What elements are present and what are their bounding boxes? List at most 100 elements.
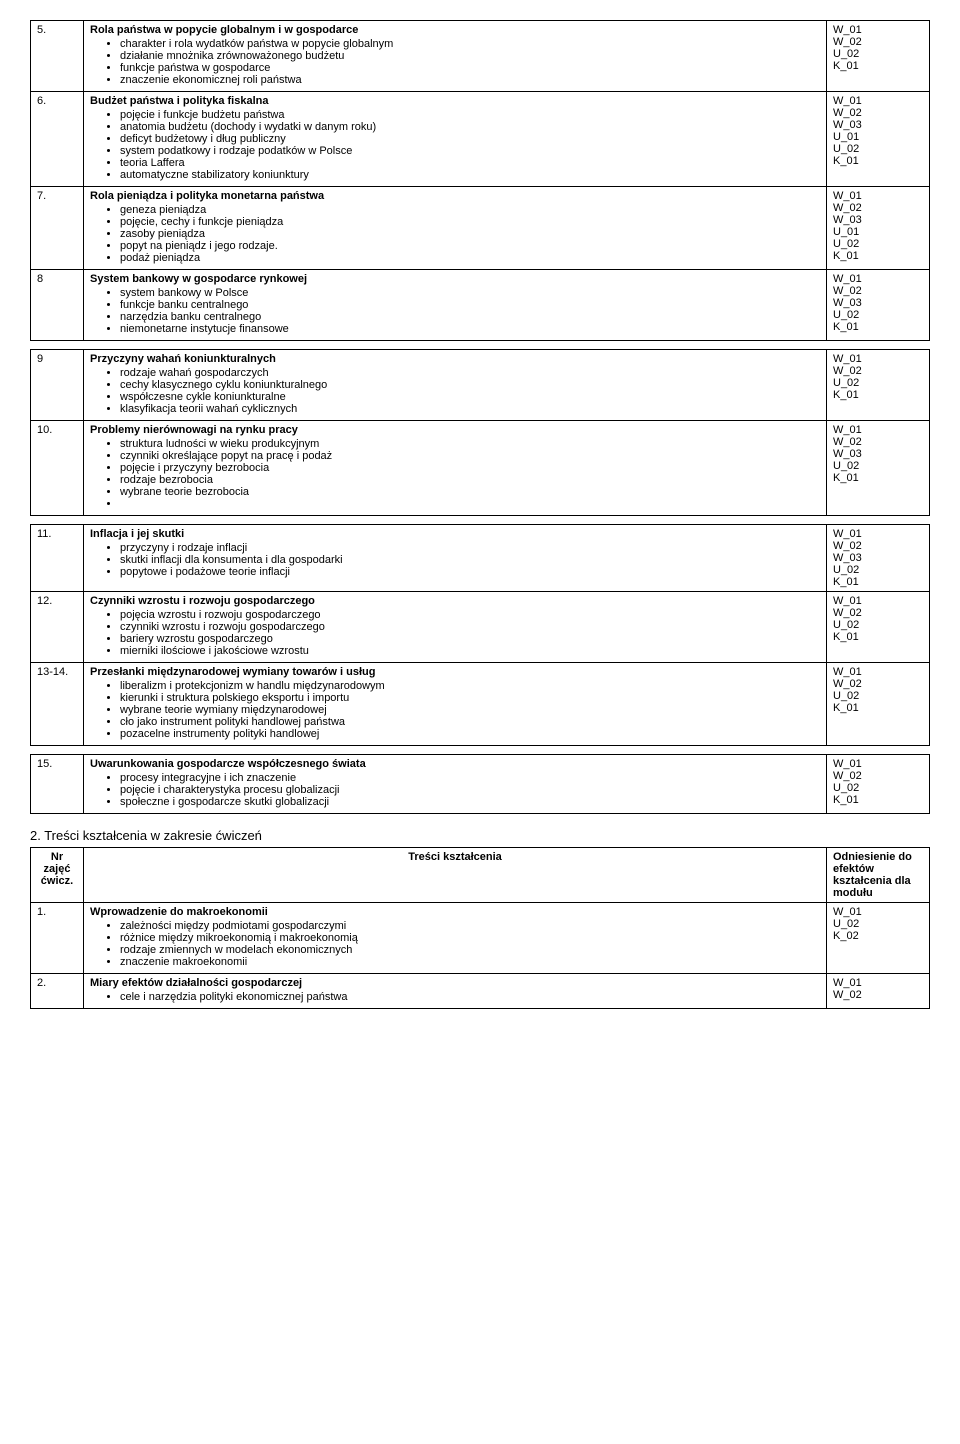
codes-cell: W_01W_02W_03U_01U_02K_01 (827, 187, 930, 270)
code: U_02 (833, 690, 923, 702)
code: W_01 (833, 273, 923, 285)
code: W_02 (833, 285, 923, 297)
codes-cell: W_01W_02U_02K_01 (827, 592, 930, 663)
row-number: 2. (31, 974, 84, 1009)
code: W_03 (833, 552, 923, 564)
code: K_01 (833, 794, 923, 806)
code: W_01 (833, 24, 923, 36)
codes-cell: W_01W_02W_03U_01U_02K_01 (827, 92, 930, 187)
bullet-list: pojęcia wzrostu i rozwoju gospodarczegoc… (120, 609, 820, 657)
row-title: Problemy nierównowagi na rynku pracy (90, 424, 298, 436)
bullet-item: automatyczne stabilizatory koniunktury (120, 169, 820, 181)
bullet-item: struktura ludności w wieku produkcyjnym (120, 438, 820, 450)
row-title: Przesłanki międzynarodowej wymiany towar… (90, 666, 375, 678)
bullet-list: cele i narzędzia polityki ekonomicznej p… (120, 991, 820, 1003)
codes-cell: W_01W_02W_03U_02K_01 (827, 270, 930, 341)
section-2-table-container: Nr zajęć ćwicz.Treści kształceniaOdniesi… (30, 847, 930, 1009)
bullet-item: narzędzia banku centralnego (120, 311, 820, 323)
code: W_02 (833, 607, 923, 619)
code: U_02 (833, 619, 923, 631)
row-number: 7. (31, 187, 84, 270)
bullet-item: popytowe i podażowe teorie inflacji (120, 566, 820, 578)
bullet-item: współczesne cykle koniunkturalne (120, 391, 820, 403)
code: W_01 (833, 666, 923, 678)
bullet-item: procesy integracyjne i ich znaczenie (120, 772, 820, 784)
bullet-item: system bankowy w Polsce (120, 287, 820, 299)
section-2-table: Nr zajęć ćwicz.Treści kształceniaOdniesi… (30, 847, 930, 1009)
code: K_01 (833, 389, 923, 401)
bullet-item: rodzaje bezrobocia (120, 474, 820, 486)
codes-cell: W_01U_02K_02 (827, 903, 930, 974)
code: K_01 (833, 155, 923, 167)
bullet-item: podaż pieniądza (120, 252, 820, 264)
row-title: Uwarunkowania gospodarcze współczesnego … (90, 758, 366, 770)
row-title: Miary efektów działalności gospodarczej (90, 977, 302, 989)
row-number: 13-14. (31, 663, 84, 746)
bullet-item: różnice między mikroekonomią i makroekon… (120, 932, 820, 944)
code: W_02 (833, 107, 923, 119)
main-table-container: 5.Rola państwa w popycie globalnym i w g… (30, 20, 930, 814)
code: W_03 (833, 297, 923, 309)
codes-cell: W_01W_02 (827, 974, 930, 1009)
bullet-item: pojęcie i charakterystyka procesu global… (120, 784, 820, 796)
bullet-item: rodzaje wahań gospodarczych (120, 367, 820, 379)
code: W_01 (833, 424, 923, 436)
bullet-list: liberalizm i protekcjonizm w handlu międ… (120, 680, 820, 740)
table-row: 12.Czynniki wzrostu i rozwoju gospodarcz… (31, 592, 930, 663)
bullet-list: system bankowy w Polscefunkcje banku cen… (120, 287, 820, 335)
row-title: Rola państwa w popycie globalnym i w gos… (90, 24, 358, 36)
code: K_01 (833, 250, 923, 262)
code: W_01 (833, 595, 923, 607)
row-number: 15. (31, 755, 84, 814)
table-row: 8System bankowy w gospodarce rynkowejsys… (31, 270, 930, 341)
bullet-list: rodzaje wahań gospodarczychcechy klasycz… (120, 367, 820, 415)
bullet-item: pojęcie i przyczyny bezrobocia (120, 462, 820, 474)
code: W_02 (833, 202, 923, 214)
bullet-item: teoria Laffera (120, 157, 820, 169)
bullet-item: geneza pieniądza (120, 204, 820, 216)
code: W_02 (833, 678, 923, 690)
content-table: 9Przyczyny wahań koniunkturalnychrodzaje… (30, 349, 930, 516)
bullet-item: znaczenie ekonomicznej roli państwa (120, 74, 820, 86)
table-row: 15. Uwarunkowania gospodarcze współczesne… (31, 755, 930, 814)
code: K_01 (833, 576, 923, 588)
row-title: Rola pieniądza i polityka monetarna pańs… (90, 190, 324, 202)
code: U_02 (833, 309, 923, 321)
content-table: 5.Rola państwa w popycie globalnym i w g… (30, 20, 930, 341)
bullet-item: pojęcie i funkcje budżetu państwa (120, 109, 820, 121)
bullet-item: działanie mnożnika zrównoważonego budżet… (120, 50, 820, 62)
code: K_01 (833, 702, 923, 714)
bullet-item (120, 498, 820, 510)
code: W_03 (833, 214, 923, 226)
table-row: 10.Problemy nierównowagi na rynku pracys… (31, 421, 930, 516)
code: U_02 (833, 143, 923, 155)
header-col-3: Odniesienie do efektów kształcenia dla m… (827, 848, 930, 903)
code: W_01 (833, 528, 923, 540)
table-row: 1.Wprowadzenie do makroekonomiizależnośc… (31, 903, 930, 974)
row-title: Inflacja i jej skutki (90, 528, 184, 540)
codes-cell: W_01W_02U_02K_01 (827, 350, 930, 421)
row-number: 1. (31, 903, 84, 974)
bullet-list: pojęcie i funkcje budżetu państwaanatomi… (120, 109, 820, 181)
code: W_01 (833, 906, 923, 918)
table-row: 13-14. Przesłanki międzynarodowej wymiany… (31, 663, 930, 746)
table-row: 5.Rola państwa w popycie globalnym i w g… (31, 21, 930, 92)
bullet-item: zależności między podmiotami gospodarczy… (120, 920, 820, 932)
header-col-2: Treści kształcenia (84, 848, 827, 903)
bullet-item: wybrane teorie wymiany międzynarodowej (120, 704, 820, 716)
bullet-item: liberalizm i protekcjonizm w handlu międ… (120, 680, 820, 692)
bullet-item: pojęcia wzrostu i rozwoju gospodarczego (120, 609, 820, 621)
bullet-item: anatomia budżetu (dochody i wydatki w da… (120, 121, 820, 133)
bullet-item: funkcje banku centralnego (120, 299, 820, 311)
code: U_02 (833, 377, 923, 389)
bullet-item: cechy klasycznego cyklu koniunkturalnego (120, 379, 820, 391)
bullet-item: bariery wzrostu gospodarczego (120, 633, 820, 645)
code: K_01 (833, 472, 923, 484)
bullet-item: mierniki ilościowe i jakościowe wzrostu (120, 645, 820, 657)
row-number: 12. (31, 592, 84, 663)
codes-cell: W_01W_02W_03U_02K_01 (827, 525, 930, 592)
bullet-item: system podatkowy i rodzaje podatków w Po… (120, 145, 820, 157)
table-row: 7. Rola pieniądza i polityka monetarna pa… (31, 187, 930, 270)
bullet-item: cele i narzędzia polityki ekonomicznej p… (120, 991, 820, 1003)
bullet-item: funkcje państwa w gospodarce (120, 62, 820, 74)
